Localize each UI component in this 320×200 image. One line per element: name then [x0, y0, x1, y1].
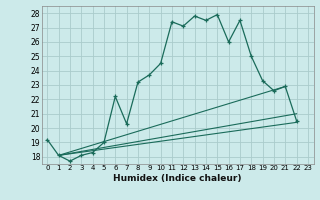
- X-axis label: Humidex (Indice chaleur): Humidex (Indice chaleur): [113, 174, 242, 183]
